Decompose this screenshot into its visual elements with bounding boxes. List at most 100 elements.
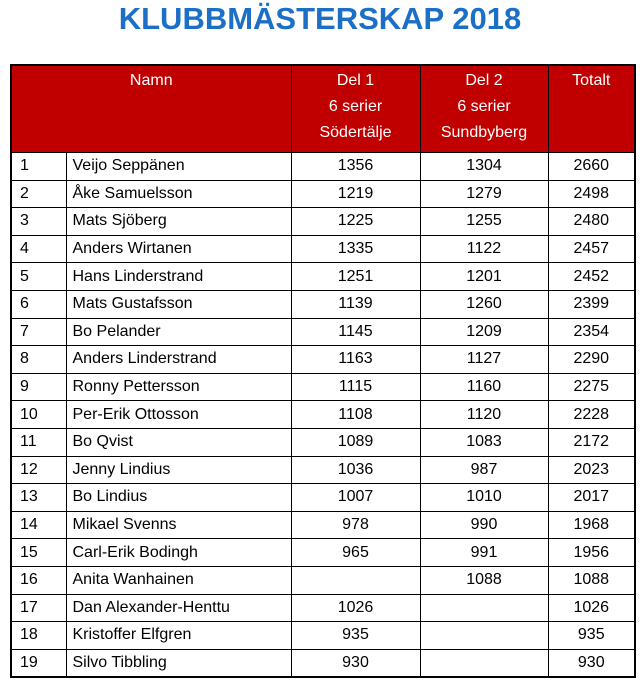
del1-cell: 1335	[290, 234, 421, 264]
name-cell: Anders Wirtanen	[65, 234, 292, 264]
rank-cell: 15	[10, 538, 67, 567]
del2-cell: 1010	[419, 483, 549, 512]
name-cell: Mats Gustafsson	[65, 289, 292, 319]
header-line: 6 serier	[328, 98, 383, 115]
rank-cell: 1	[10, 152, 67, 181]
table-row: 15 Carl-Erik Bodingh 965 991 1956	[10, 538, 636, 567]
del2-cell: 1088	[419, 565, 549, 595]
total-cell: 2480	[547, 207, 636, 236]
del2-cell: 1083	[419, 427, 549, 457]
del2-cell: 1122	[419, 234, 549, 264]
table-row: 14 Mikael Svenns 978 990 1968	[10, 510, 636, 540]
table-row: 17 Dan Alexander-Henttu 1026 1026	[10, 593, 636, 623]
table-row: 16 Anita Wanhainen 1088 1088	[10, 565, 636, 595]
header-cell: Totalt	[547, 64, 636, 153]
del1-cell: 1139	[290, 289, 421, 319]
name-cell: Anita Wanhainen	[65, 565, 292, 595]
total-cell: 2452	[547, 262, 636, 291]
header-line: Södertälje	[319, 124, 392, 141]
rank-cell: 10	[10, 400, 67, 429]
del1-cell: 978	[290, 510, 421, 540]
rank-cell: 5	[10, 262, 67, 291]
name-cell: Kristoffer Elfgren	[65, 621, 292, 650]
table-row: 6 Mats Gustafsson 1139 1260 2399	[10, 289, 636, 319]
total-cell: 2017	[547, 483, 636, 512]
name-cell: Anders Linderstrand	[65, 345, 292, 374]
del1-cell: 1089	[290, 427, 421, 457]
total-cell: 2023	[547, 455, 636, 485]
name-cell: Veijo Seppänen	[65, 152, 292, 181]
del1-cell: 1145	[290, 317, 421, 347]
name-cell: Mats Sjöberg	[65, 207, 292, 236]
del1-cell: 935	[290, 621, 421, 650]
total-cell: 2457	[547, 234, 636, 264]
del1-cell: 1007	[290, 483, 421, 512]
table-row: 12 Jenny Lindius 1036 987 2023	[10, 455, 636, 485]
del1-cell: 930	[290, 648, 421, 678]
del2-cell	[419, 621, 549, 650]
total-cell: 935	[547, 621, 636, 650]
del2-cell: 1160	[419, 372, 549, 402]
del1-cell: 965	[290, 538, 421, 567]
table-row: 3 Mats Sjöberg 1225 1255 2480	[10, 207, 636, 236]
table-row: 8 Anders Linderstrand 1163 1127 2290	[10, 345, 636, 374]
rank-cell: 4	[10, 234, 67, 264]
rank-cell: 16	[10, 565, 67, 595]
del2-cell: 990	[419, 510, 549, 540]
rank-cell: 11	[10, 427, 67, 457]
rank-cell: 19	[10, 648, 67, 678]
del1-cell: 1356	[290, 152, 421, 181]
rank-cell: 8	[10, 345, 67, 374]
name-cell: Mikael Svenns	[65, 510, 292, 540]
total-cell: 1956	[547, 538, 636, 567]
rank-cell: 7	[10, 317, 67, 347]
table-row: 1 Veijo Seppänen 1356 1304 2660	[10, 152, 636, 181]
table-body: 1 Veijo Seppänen 1356 1304 2660 2 Åke Samuelss…	[10, 152, 636, 678]
table-row: 5 Hans Linderstrand 1251 1201 2452	[10, 262, 636, 291]
rank-cell: 13	[10, 483, 67, 512]
del2-cell: 1279	[419, 179, 549, 209]
rank-cell: 18	[10, 621, 67, 650]
del2-cell: 991	[419, 538, 549, 567]
del2-cell	[419, 593, 549, 623]
del1-cell: 1115	[290, 372, 421, 402]
del1-cell: 1225	[290, 207, 421, 236]
header-line: Del 1	[336, 72, 375, 89]
name-cell: Jenny Lindius	[65, 455, 292, 485]
total-cell: 930	[547, 648, 636, 678]
title: KLUBBMÄSTERSKAP 2018	[118, 1, 522, 36]
total-cell: 2399	[547, 289, 636, 319]
total-cell: 1088	[547, 565, 636, 595]
del1-cell: 1163	[290, 345, 421, 374]
header-line: Totalt	[572, 72, 611, 89]
name-cell: Carl-Erik Bodingh	[65, 538, 292, 567]
del1-cell: 1108	[290, 400, 421, 429]
total-cell: 1026	[547, 593, 636, 623]
table-row: 13 Bo Lindius 1007 1010 2017	[10, 483, 636, 512]
name-cell: Hans Linderstrand	[65, 262, 292, 291]
total-cell: 2290	[547, 345, 636, 374]
header-cell: Del 2 6 serier Sundbyberg	[419, 64, 549, 153]
header-line: 6 serier	[457, 98, 511, 115]
total-cell: 2354	[547, 317, 636, 347]
header-line: Sundbyberg	[440, 124, 528, 141]
header-line: Del 2	[465, 72, 503, 89]
table-row: 11 Bo Qvist 1089 1083 2172	[10, 427, 636, 457]
total-cell: 2228	[547, 400, 636, 429]
table-row: 7 Bo Pelander 1145 1209 2354	[10, 317, 636, 347]
header-row: Namn Del 1 6 serier Södertälje Del 2 6 serier…	[10, 64, 636, 153]
del2-cell: 1209	[419, 317, 549, 347]
table-row: 10 Per-Erik Ottosson 1108 1120 2228	[10, 400, 636, 429]
del1-cell	[290, 565, 421, 595]
name-cell: Bo Qvist	[65, 427, 292, 457]
del2-cell	[419, 648, 549, 678]
header-cell: Del 1 6 serier Södertälje	[290, 64, 421, 153]
name-cell: Bo Lindius	[65, 483, 292, 512]
del2-cell: 1304	[419, 152, 549, 181]
del2-cell: 1201	[419, 262, 549, 291]
del1-cell: 1026	[290, 593, 421, 623]
table-row: 19 Silvo Tibbling 930 930	[10, 648, 636, 678]
del2-cell: 1260	[419, 289, 549, 319]
name-cell: Bo Pelander	[65, 317, 292, 347]
